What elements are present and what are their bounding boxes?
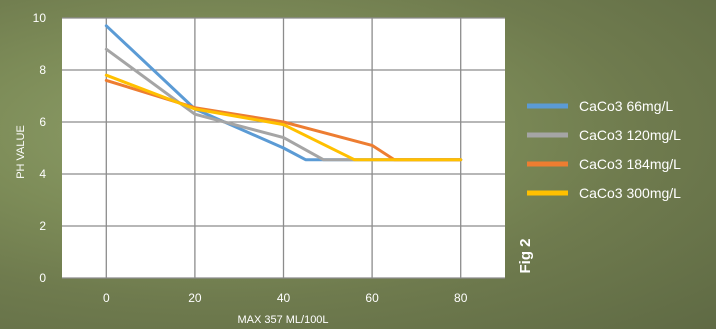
x-axis-title: MAX 357 ML/100L [237,314,328,326]
y-tick-label: 4 [39,167,46,181]
y-tick-label: 6 [39,115,46,129]
y-tick-label: 8 [39,63,46,77]
legend-label: CaCo3 66mg/L [579,98,673,114]
x-tick-label: 40 [277,291,291,305]
legend-label: CaCo3 120mg/L [579,127,681,143]
y-axis-ticks: 0 2 4 6 8 10 [33,11,47,285]
y-tick-label: 10 [33,11,47,25]
y-tick-label: 2 [39,219,46,233]
x-tick-label: 0 [103,291,110,305]
series-line-4 [104,73,463,162]
legend-label: CaCo3 300mg/L [579,185,681,201]
x-axis-ticks: 0 20 40 60 80 [103,291,468,305]
x-tick-label: 20 [188,291,202,305]
y-axis-title: PH VALUE [15,125,27,179]
legend-label: CaCo3 184mg/L [579,156,681,172]
legend: CaCo3 66mg/L CaCo3 120mg/L CaCo3 184mg/L Ca… [527,98,681,201]
x-tick-label: 80 [454,291,468,305]
fig-label: Fig 2 [517,238,534,273]
y-tick-label: 0 [39,271,46,285]
x-tick-label: 60 [365,291,379,305]
series-lines [104,24,463,162]
grid [62,17,505,279]
